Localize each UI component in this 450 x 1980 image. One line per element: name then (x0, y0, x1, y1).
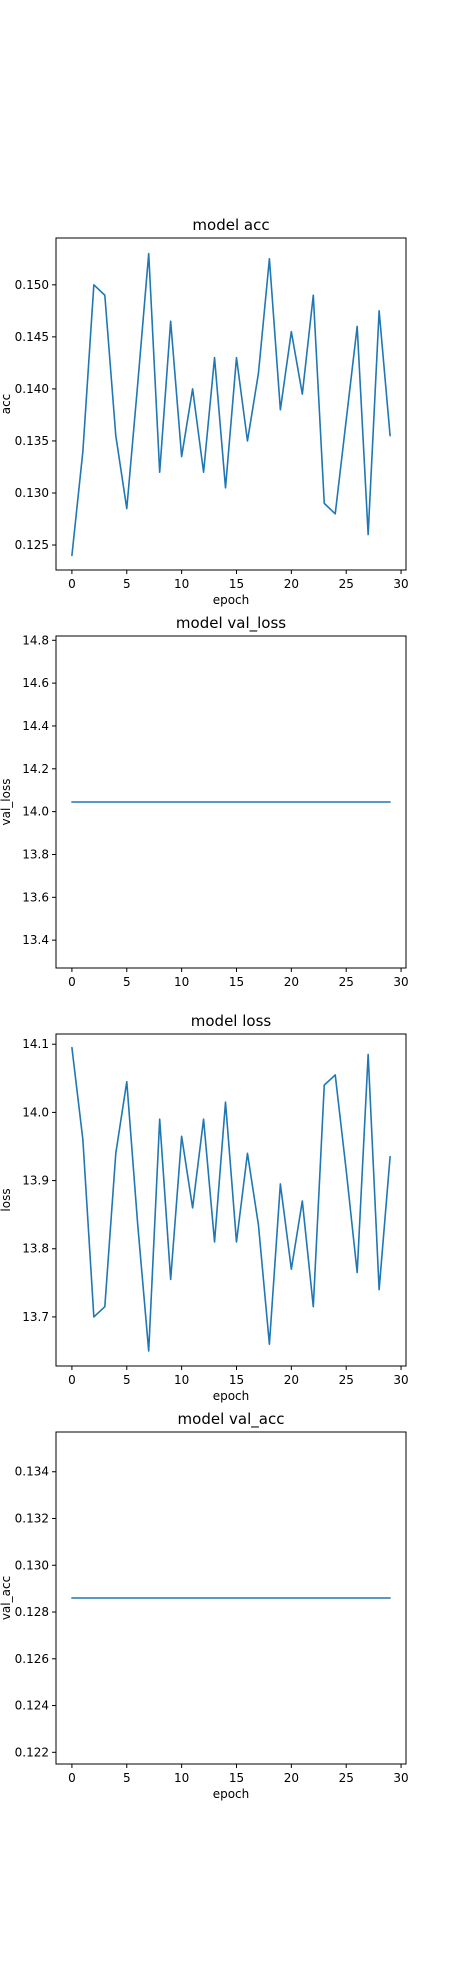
val-loss-x-tick-label: 30 (393, 975, 408, 989)
acc-series-line (71, 252, 391, 557)
val-loss-x-tick-label: 5 (123, 975, 131, 989)
loss-x-tick-label: 10 (174, 1373, 189, 1387)
val-loss-y-tick-label: 14.8 (22, 633, 49, 647)
val-acc-chart-title: model val_acc (178, 1410, 285, 1429)
val-acc-x-tick-label: 20 (284, 1771, 299, 1785)
val-acc-x-tick-label: 30 (393, 1771, 408, 1785)
val-acc-x-tick-label: 25 (339, 1771, 354, 1785)
loss-chart: model loss epoch loss 0 5 10 15 20 25 30 13.7 13… (0, 1012, 409, 1403)
acc-x-tick-label: 15 (229, 577, 244, 591)
loss-x-tick-label: 15 (229, 1373, 244, 1387)
loss-chart-title: model loss (191, 1012, 272, 1030)
val-acc-y-tick-label: 0.122 (15, 1745, 49, 1759)
loss-series-line (71, 1046, 391, 1352)
acc-x-tick-label: 25 (339, 577, 354, 591)
val-loss-y-tick-label: 13.6 (22, 890, 49, 904)
acc-y-tick-label: 0.140 (15, 382, 49, 396)
val-loss-x-tick-label: 15 (229, 975, 244, 989)
val-acc-plot-frame (55, 1431, 407, 1765)
val-acc-y-tick-label: 0.128 (15, 1605, 49, 1619)
acc-y-tick-label: 0.130 (15, 486, 49, 500)
loss-y-tick-label: 14.1 (22, 1037, 49, 1051)
val-acc-y-tick-label: 0.124 (15, 1699, 49, 1713)
val-acc-chart-ylabel: val_acc (0, 1576, 13, 1620)
acc-x-tick-label: 10 (174, 577, 189, 591)
acc-plot-frame (55, 237, 407, 571)
loss-x-tick-label: 5 (123, 1373, 131, 1387)
acc-y-tick-label: 0.145 (15, 330, 49, 344)
val-acc-x-tick-label: 5 (123, 1771, 131, 1785)
val-loss-x-tick-label: 0 (68, 975, 76, 989)
val-acc-x-tick-label: 10 (174, 1771, 189, 1785)
val-loss-chart-ylabel: val_loss (0, 779, 13, 826)
loss-chart-xlabel: epoch (213, 1389, 250, 1403)
acc-x-tick-label: 5 (123, 577, 131, 591)
val-loss-y-tick-label: 14.6 (22, 676, 49, 690)
val-acc-y-tick-label: 0.134 (15, 1465, 49, 1479)
acc-y-tick-label: 0.150 (15, 278, 49, 292)
val-acc-x-tick-label: 15 (229, 1771, 244, 1785)
val-loss-chart: model val_loss val_loss 0 5 10 15 20 25 30 13.4… (0, 614, 409, 989)
acc-chart-ylabel: acc (0, 394, 13, 415)
val-acc-y-tick-label: 0.132 (15, 1512, 49, 1526)
loss-chart-ylabel: loss (0, 1188, 13, 1211)
val-loss-y-tick-label: 14.2 (22, 762, 49, 776)
acc-y-tick-label: 0.135 (15, 434, 49, 448)
val-acc-chart: model val_acc epoch val_acc 0 5 10 15 20 25 30… (0, 1410, 409, 1801)
val-loss-y-tick-label: 13.8 (22, 847, 49, 861)
val-loss-x-tick-label: 10 (174, 975, 189, 989)
loss-x-tick-label: 25 (339, 1373, 354, 1387)
val-loss-plot-frame (55, 635, 407, 969)
acc-y-tick-label: 0.125 (15, 538, 49, 552)
acc-x-tick-label: 20 (284, 577, 299, 591)
acc-x-tick-label: 30 (393, 577, 408, 591)
loss-y-tick-label: 13.7 (22, 1310, 49, 1324)
val-acc-y-tick-label: 0.126 (15, 1652, 49, 1666)
val-loss-x-tick-label: 20 (284, 975, 299, 989)
loss-y-tick-label: 13.8 (22, 1242, 49, 1256)
loss-x-tick-label: 30 (393, 1373, 408, 1387)
acc-chart-xlabel: epoch (213, 593, 250, 607)
val-loss-x-tick-label: 25 (339, 975, 354, 989)
loss-y-tick-label: 13.9 (22, 1174, 49, 1188)
acc-x-tick-label: 0 (68, 577, 76, 591)
val-loss-y-tick-label: 14.4 (22, 719, 49, 733)
acc-chart-title: model acc (192, 216, 269, 234)
loss-x-tick-label: 0 (68, 1373, 76, 1387)
loss-x-tick-label: 20 (284, 1373, 299, 1387)
val-acc-chart-xlabel: epoch (213, 1787, 250, 1801)
val-loss-y-tick-label: 13.4 (22, 933, 49, 947)
val-loss-y-tick-label: 14.0 (22, 805, 49, 819)
val-loss-chart-title: model val_loss (176, 614, 286, 633)
acc-chart: model acc epoch acc 0 5 10 15 20 25 30 0.125 0.1… (0, 216, 409, 607)
loss-plot-frame (55, 1033, 407, 1367)
val-acc-y-tick-label: 0.130 (15, 1558, 49, 1572)
loss-y-tick-label: 14.0 (22, 1105, 49, 1119)
val-acc-x-tick-label: 0 (68, 1771, 76, 1785)
